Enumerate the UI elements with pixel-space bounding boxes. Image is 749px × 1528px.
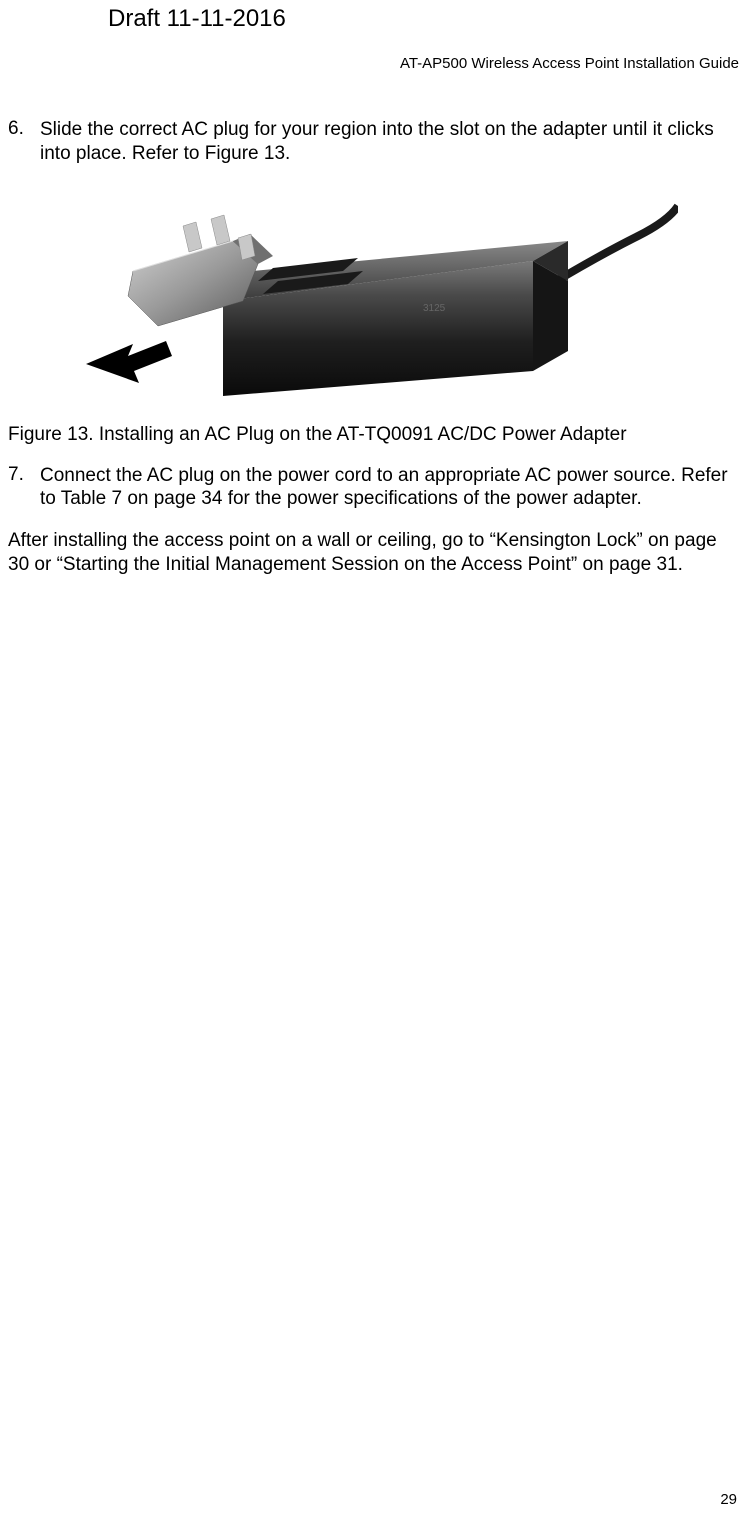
step-number: 7. — [8, 464, 40, 512]
draft-header: Draft 11-11-2016 — [108, 5, 286, 33]
insert-arrow-icon — [86, 341, 172, 383]
figure-13: 3125 — [78, 186, 741, 406]
figure-caption: Figure 13. Installing an AC Plug on the … — [8, 424, 741, 446]
document-title: AT-AP500 Wireless Access Point Installat… — [400, 55, 739, 72]
step-text: Connect the AC plug on the power cord to… — [40, 464, 741, 512]
step-7: 7. Connect the AC plug on the power cord… — [8, 464, 741, 512]
adapter-body — [223, 241, 568, 396]
image-label: 3125 — [423, 303, 446, 314]
page-content: 6. Slide the correct AC plug for your re… — [8, 118, 741, 591]
adapter-illustration: 3125 — [78, 186, 678, 406]
concluding-paragraph: After installing the access point on a w… — [8, 529, 741, 577]
step-number: 6. — [8, 118, 40, 166]
step-6: 6. Slide the correct AC plug for your re… — [8, 118, 741, 166]
step-text: Slide the correct AC plug for your regio… — [40, 118, 741, 166]
page-number: 29 — [720, 1491, 737, 1508]
